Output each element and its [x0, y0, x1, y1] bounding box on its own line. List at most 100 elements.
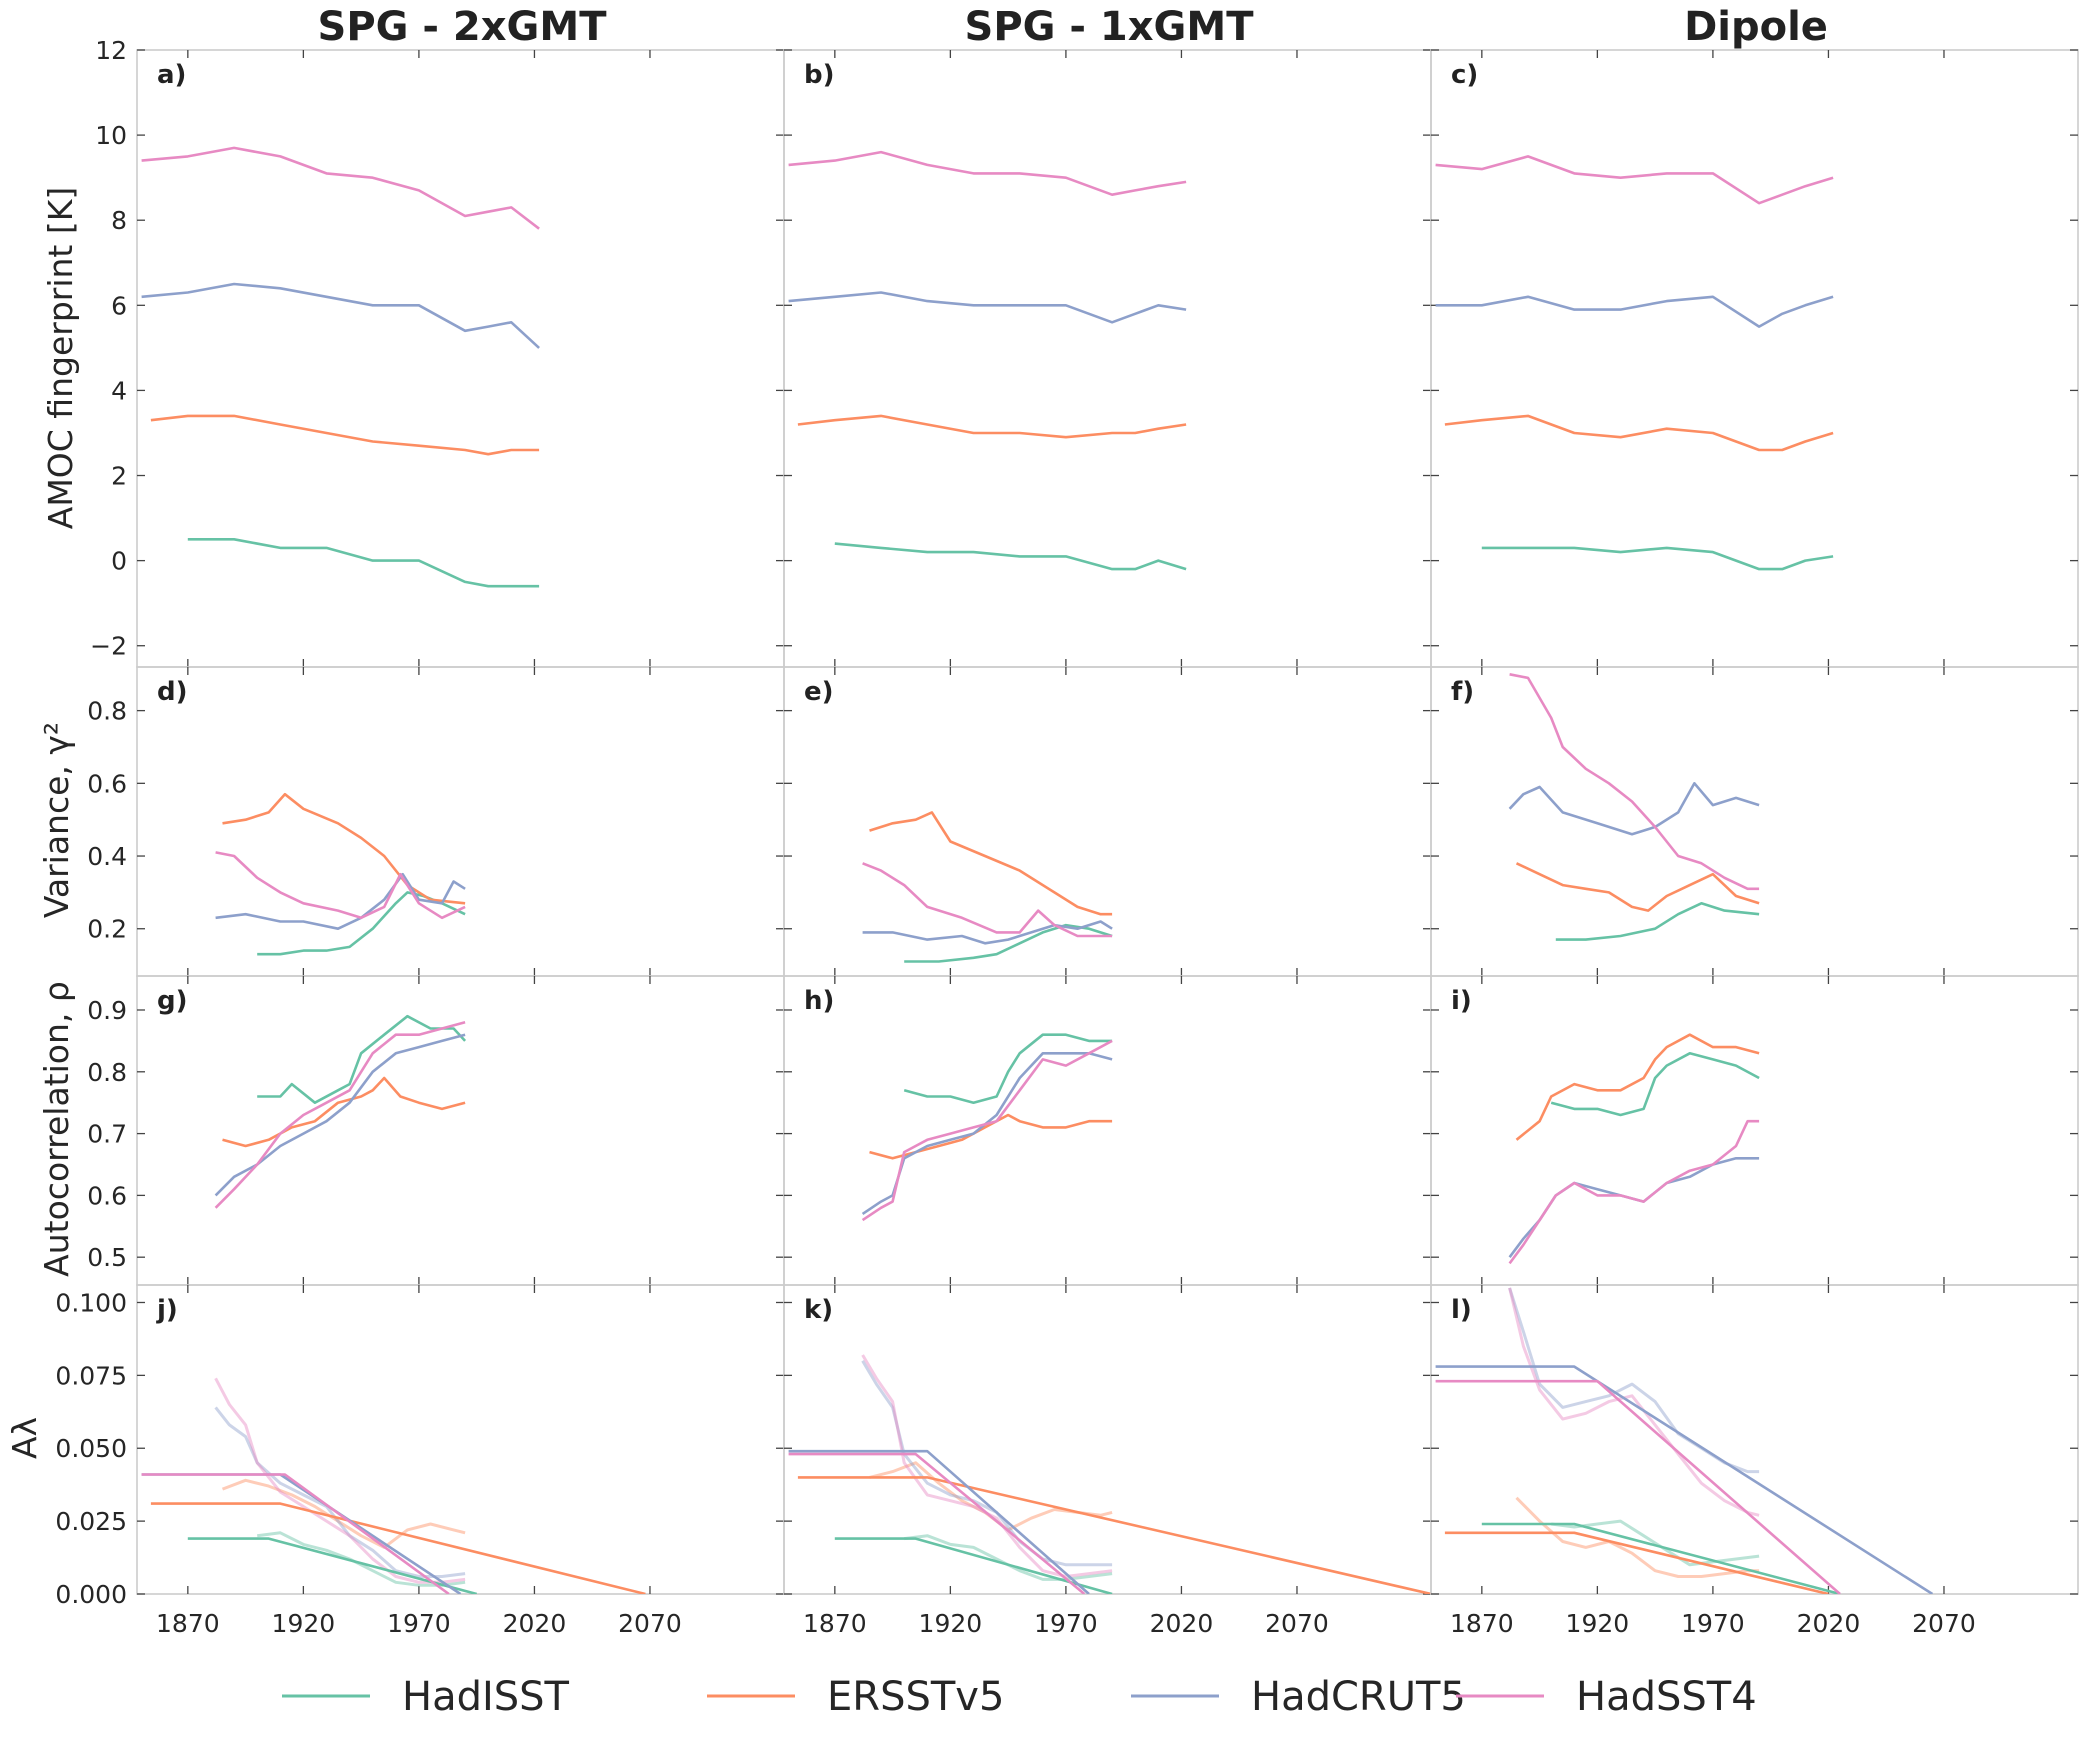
x-tick-label: 1920 [919, 1609, 983, 1638]
panel-label: h) [804, 986, 834, 1016]
y-tick-label: 0.6 [87, 769, 127, 798]
panel-label: l) [1451, 1295, 1472, 1325]
fit-line-ersstv5 [797, 1476, 1431, 1594]
panel-plot-area [862, 811, 1113, 963]
panel-label: k) [804, 1295, 833, 1325]
series-line-hadisst [187, 537, 540, 588]
series-line-hadsst4 [861, 1039, 1113, 1222]
column-title-1: SPG - 2xGMT [318, 4, 608, 50]
estimate-line-ersstv5 [221, 1478, 466, 1549]
fit-line-hadisst [1481, 1522, 1841, 1594]
series-line-hadcrut5 [862, 920, 1113, 945]
legend-item-hadisst: HadISST [282, 1674, 570, 1720]
panel-label: b) [804, 60, 835, 90]
series-line-ersstv5 [869, 811, 1113, 916]
y-tick-label: 0.8 [87, 697, 127, 726]
panel-autocorrelation-2: h) [783, 975, 1432, 1286]
panel-autocorrelation-3: i) [1430, 975, 2079, 1286]
y-tick-label: 6 [111, 291, 127, 320]
estimate-line-hadisst [1551, 1519, 1760, 1567]
x-tick-label: 2070 [1912, 1609, 1976, 1638]
estimate-line-hadsst4 [214, 1377, 466, 1584]
legend-label: HadCRUT5 [1251, 1674, 1466, 1720]
panel-label: d) [157, 677, 188, 707]
panel-lambda-3: 1870 1920 1970 2020 2070 l) [1430, 1284, 2079, 1638]
y-axis-title-autocorrelation: Autocorrelation, ρ [37, 981, 76, 1277]
y-axis-title-fingerprint: AMOC fingerprint [K] [41, 187, 80, 530]
panel-frame [1430, 49, 2079, 668]
panel-fingerprint-2: b) [783, 49, 1432, 668]
panel-frame [136, 49, 785, 668]
fit-line-hadcrut5 [1435, 1365, 1934, 1594]
series-line-hadcrut5 [214, 1033, 466, 1197]
y-tick-label: 0.9 [87, 996, 127, 1025]
panel-plot-area [1435, 1287, 1934, 1594]
panel-lambda-2: 1870 1920 1970 2020 2070 k) [783, 1284, 1432, 1638]
x-tick-label: 1870 [156, 1609, 220, 1638]
series-line-ersstv5 [222, 792, 466, 905]
panel-plot-area [141, 1377, 646, 1594]
legend-item-hadsst4: HadSST4 [1456, 1674, 1757, 1720]
legend-item-ersstv5: ERSSTv5 [707, 1674, 1004, 1720]
x-tick-label: 2020 [1797, 1609, 1861, 1638]
estimate-line-hadsst4 [861, 1354, 1113, 1578]
fit-line-hadcrut5 [788, 1449, 1090, 1594]
y-tick-label: 2 [111, 462, 127, 491]
y-tick-label: 0.050 [55, 1434, 127, 1463]
series-line-hadsst4 [215, 851, 466, 920]
panel-label: f) [1451, 677, 1474, 707]
series-line-hadisst [257, 1014, 467, 1104]
panel-label: j) [156, 1295, 178, 1325]
panel-label: e) [804, 677, 834, 707]
panel-plot-area [788, 1354, 1431, 1594]
series-line-ersstv5 [1444, 414, 1834, 452]
fit-line-ersstv5 [1444, 1531, 1829, 1594]
series-line-ersstv5 [222, 1076, 466, 1148]
panel-label: i) [1451, 986, 1472, 1016]
series-line-hadsst4 [788, 150, 1187, 196]
legend-label: HadISST [402, 1674, 570, 1720]
fit-line-hadsst4 [141, 1473, 450, 1594]
panel-fingerprint-1: −2 0 2 4 6 8 10 12 a) [90, 36, 785, 668]
panel-frame [783, 975, 1432, 1286]
legend-label: HadSST4 [1576, 1674, 1757, 1720]
series-line-hadsst4 [141, 146, 540, 230]
panel-lambda-1: 0.000 0.025 0.050 0.075 0.100 1870 1920 1970 202… [55, 1284, 785, 1638]
panel-variance-3: f) [1430, 666, 2079, 977]
estimate-line-ersstv5 [1515, 1496, 1760, 1578]
y-tick-label: 4 [111, 376, 127, 405]
column-title-3: Dipole [1684, 4, 1828, 50]
y-tick-label: 0.8 [87, 1058, 127, 1087]
series-line-hadisst [1550, 1052, 1760, 1117]
x-tick-label: 2070 [618, 1609, 682, 1638]
series-line-hadcrut5 [141, 282, 540, 349]
fit-line-ersstv5 [150, 1502, 646, 1594]
panel-frame [1430, 666, 2079, 977]
panel-frame [783, 49, 1432, 668]
panel-plot-area [141, 146, 540, 588]
y-axis-title-lambda: Aλ [5, 1417, 44, 1459]
series-line-hadsst4 [1508, 1119, 1760, 1265]
x-tick-label: 1920 [1566, 1609, 1630, 1638]
estimate-line-hadcrut5 [214, 1406, 466, 1578]
panel-label: a) [157, 60, 186, 90]
panel-plot-area [1508, 673, 1760, 941]
series-line-hadcrut5 [788, 291, 1187, 324]
series-line-ersstv5 [797, 414, 1187, 439]
series-line-ersstv5 [1515, 862, 1760, 912]
panel-fingerprint-3: c) [1430, 49, 2079, 668]
legend-label: ERSSTv5 [827, 1674, 1004, 1720]
panel-plot-area [215, 792, 466, 956]
y-tick-label: 12 [95, 36, 127, 65]
panel-plot-area [861, 1033, 1113, 1222]
y-tick-label: 0.6 [87, 1181, 127, 1210]
x-tick-label: 2020 [503, 1609, 567, 1638]
panel-frame [1430, 1284, 2079, 1595]
panel-label: c) [1451, 60, 1478, 90]
x-tick-label: 2020 [1150, 1609, 1214, 1638]
y-tick-label: 0.2 [87, 915, 127, 944]
column-title-2: SPG - 1xGMT [965, 4, 1255, 50]
panel-variance-1: 0.2 0.4 0.6 0.8 d) [87, 666, 785, 977]
